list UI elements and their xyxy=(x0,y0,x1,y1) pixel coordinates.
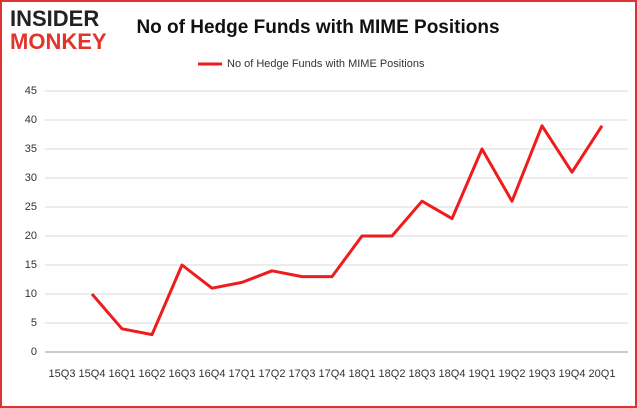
y-tick-label: 5 xyxy=(31,317,37,329)
logo-bottom: MONKEY xyxy=(10,29,107,54)
x-tick-label: 18Q1 xyxy=(349,368,376,380)
x-tick-label: 16Q2 xyxy=(139,368,166,380)
y-tick-label: 25 xyxy=(25,201,37,213)
x-tick-label: 17Q3 xyxy=(289,368,316,380)
x-tick-label: 17Q1 xyxy=(229,368,256,380)
x-tick-label: 19Q1 xyxy=(469,368,496,380)
y-tick-label: 0 xyxy=(31,346,37,358)
x-tick-label: 19Q3 xyxy=(529,368,556,380)
x-tick-label: 18Q2 xyxy=(379,368,406,380)
x-tick-label: 19Q2 xyxy=(499,368,526,380)
x-tick-label: 19Q4 xyxy=(559,368,586,380)
y-tick-label: 20 xyxy=(25,230,37,242)
x-tick-label: 17Q2 xyxy=(259,368,286,380)
y-tick-label: 10 xyxy=(25,288,37,300)
x-tick-label: 18Q4 xyxy=(439,368,466,380)
legend-label: No of Hedge Funds with MIME Positions xyxy=(227,58,425,70)
x-tick-label: 16Q3 xyxy=(169,368,196,380)
y-tick-label: 35 xyxy=(25,143,37,155)
y-tick-label: 30 xyxy=(25,172,37,184)
y-tick-label: 45 xyxy=(25,85,37,97)
y-tick-label: 40 xyxy=(25,114,37,126)
x-tick-label: 20Q1 xyxy=(589,368,616,380)
chart-title: No of Hedge Funds with MIME Positions xyxy=(136,17,499,38)
x-tick-label: 16Q1 xyxy=(109,368,136,380)
x-tick-label: 16Q4 xyxy=(199,368,226,380)
line-series xyxy=(90,124,604,337)
x-tick-label: 15Q3 xyxy=(49,368,76,380)
x-tick-label: 18Q3 xyxy=(409,368,436,380)
x-tick-label: 15Q4 xyxy=(79,368,106,380)
y-tick-label: 15 xyxy=(25,259,37,271)
x-tick-label: 17Q4 xyxy=(319,368,346,380)
logo-top: INSIDER xyxy=(10,6,99,31)
